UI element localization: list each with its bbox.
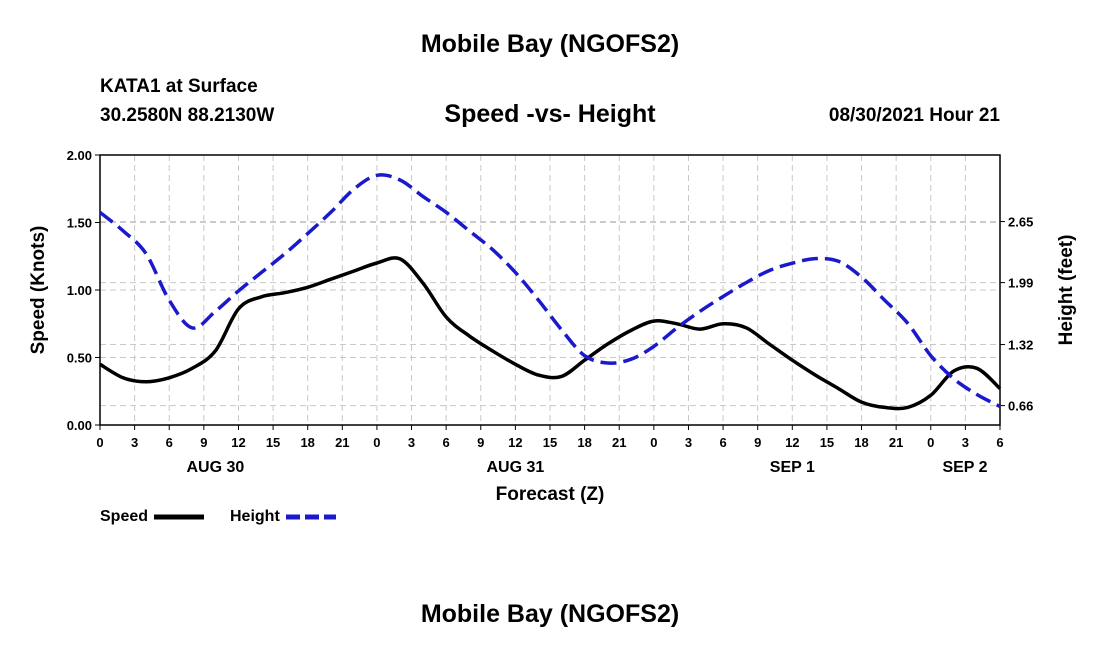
- forecast-datetime: 08/30/2021 Hour 21: [828, 105, 1000, 126]
- x-tick-label: 9: [754, 435, 761, 450]
- y-left-tick-label: 0.50: [67, 351, 92, 366]
- y-right-tick-label: 1.99: [1008, 276, 1033, 291]
- x-tick-label: 15: [820, 435, 834, 450]
- y-axis-left-label: Speed (Knots): [28, 226, 49, 355]
- date-label: SEP 2: [942, 459, 987, 476]
- x-tick-label: 6: [719, 435, 726, 450]
- chart-subtitle: Speed -vs- Height: [444, 100, 656, 128]
- y-left-tick-label: 0.00: [67, 418, 92, 433]
- x-tick-label: 18: [300, 435, 314, 450]
- station-name: KATA1 at Surface: [100, 76, 258, 97]
- legend-speed: Speed: [100, 508, 206, 526]
- x-tick-label: 12: [785, 435, 799, 450]
- date-label: AUG 31: [486, 459, 544, 476]
- y-left-tick-label: 1.50: [67, 216, 92, 231]
- y-right-tick-label: 2.65: [1008, 215, 1033, 230]
- x-tick-label: 0: [650, 435, 657, 450]
- x-tick-label: 21: [612, 435, 626, 450]
- footer-title: Mobile Bay (NGOFS2): [420, 600, 680, 628]
- station-coordinates: 30.2580N 88.2130W: [100, 105, 275, 126]
- x-tick-label: 6: [443, 435, 450, 450]
- series-line-speed: [99, 256, 1002, 411]
- x-tick-label: 9: [477, 435, 484, 450]
- x-tick-label: 18: [577, 435, 591, 450]
- x-axis-label: Forecast (Z): [496, 484, 605, 505]
- x-tick-label: 12: [508, 435, 522, 450]
- series-line-height: [98, 173, 1001, 409]
- x-tick-label: 12: [231, 435, 245, 450]
- y-left-tick-label: 2.00: [67, 148, 92, 163]
- y-right-tick-label: 1.32: [1008, 338, 1033, 353]
- axes: 0 3 6 9 12 15 18 21 0 3 6 9 12 15 18 21 0 3 6 9 12 15 18 21 0 3 6A…: [67, 148, 1034, 476]
- plot-frame: [99, 154, 1001, 426]
- x-tick-label: 3: [685, 435, 692, 450]
- legend-speed-label: Speed: [100, 508, 149, 525]
- legend-height-label: Height: [230, 508, 280, 525]
- y-right-tick-label: 0.66: [1008, 399, 1033, 414]
- legend-height-swatch: [286, 514, 337, 520]
- x-tick-label: 18: [854, 435, 868, 450]
- y-axis-right-label: Height (feet): [1056, 235, 1077, 346]
- date-label: SEP 1: [770, 459, 815, 476]
- x-tick-label: 6: [996, 435, 1003, 450]
- x-tick-label: 3: [131, 435, 138, 450]
- x-tick-label: 0: [96, 435, 103, 450]
- x-tick-label: 9: [200, 435, 207, 450]
- x-tick-label: 21: [335, 435, 349, 450]
- x-tick-label: 15: [543, 435, 557, 450]
- x-tick-label: 15: [266, 435, 280, 450]
- date-label: AUG 30: [186, 459, 244, 476]
- x-tick-label: 0: [373, 435, 380, 450]
- grid: [100, 155, 1000, 425]
- x-tick-label: 0: [927, 435, 934, 450]
- x-tick-label: 6: [166, 435, 173, 450]
- x-tick-label: 21: [889, 435, 903, 450]
- y-left-tick-label: 1.00: [67, 283, 92, 298]
- series: [98, 173, 1002, 411]
- legend-speed-swatch: [154, 514, 205, 520]
- chart-title: Mobile Bay (NGOFS2): [420, 30, 680, 58]
- legend-height: Height: [230, 508, 338, 526]
- x-tick-label: 3: [962, 435, 969, 450]
- x-tick-label: 3: [408, 435, 415, 450]
